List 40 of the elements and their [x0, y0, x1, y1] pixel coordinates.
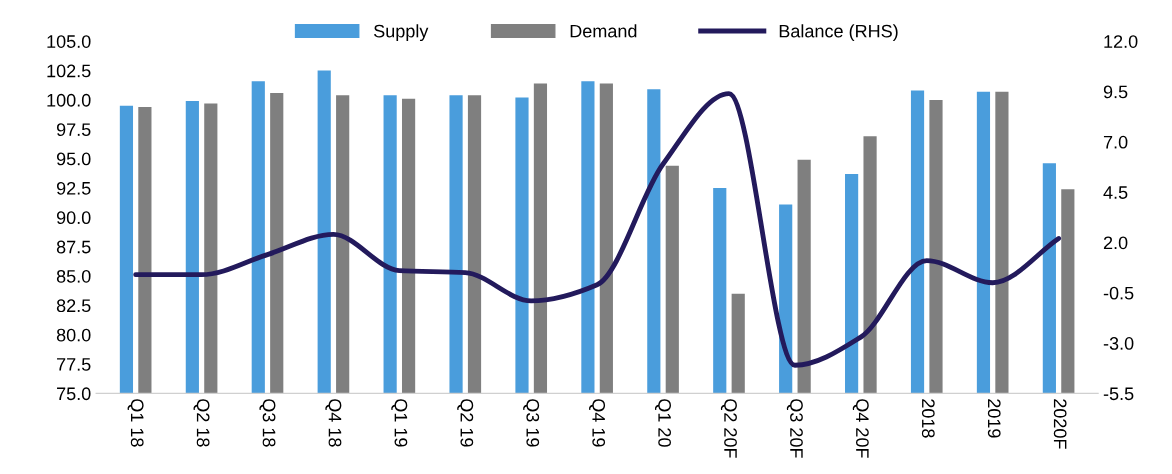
y2-tick-label: 2.0 — [1103, 236, 1128, 250]
x-tick-label: 2018 — [921, 399, 935, 438]
x-tick-label: Q2 20F — [720, 399, 737, 458]
y2-tick-label: 9.5 — [1103, 85, 1128, 99]
y-tick-label: 75.0 — [57, 387, 91, 401]
x-tick-label: Q3 18 — [259, 399, 276, 447]
y2-tick-label: 4.5 — [1103, 186, 1128, 199]
y-tick-label: 105.0 — [47, 35, 91, 48]
x-tick-label: Q4 20F — [852, 399, 869, 458]
y-tick-label: 95.0 — [56, 152, 91, 166]
y-tick-label: 92.5 — [56, 181, 91, 195]
y-tick-label: 87.5 — [56, 240, 91, 254]
y2-tick-label: 7.0 — [1103, 135, 1128, 149]
y-tick-label: 77.5 — [57, 358, 91, 371]
x-tick-label: 2020F — [1053, 399, 1067, 449]
y-tick-label: 82.5 — [56, 299, 91, 313]
legend-label: Balance (RHS) — [779, 24, 898, 42]
x-tick-label: Q3 20F — [786, 399, 803, 458]
x-tick-label: 2019 — [987, 399, 1001, 438]
x-tick-label: Q1 18 — [127, 399, 144, 447]
x-tick-label: Q4 19 — [589, 399, 606, 447]
x-tick-label: Q3 19 — [523, 399, 540, 447]
legend-label: Demand — [570, 24, 637, 38]
y-tick-label: 100.0 — [47, 93, 91, 107]
x-tick-label: Q4 18 — [325, 399, 342, 447]
line-series — [133, 91, 1062, 368]
x-tick-label: Q2 19 — [457, 399, 474, 447]
y-tick-label: 80.0 — [56, 328, 91, 342]
y-tick-label: 97.5 — [56, 123, 91, 136]
y2-tick-label: 12.0 — [1104, 35, 1138, 48]
y-tick-label: 102.5 — [47, 64, 91, 78]
y2-tick-label: -3.0 — [1103, 337, 1134, 350]
y-tick-label: 85.0 — [56, 269, 91, 283]
y-tick-label: 90.0 — [56, 211, 91, 225]
y2-tick-label: -0.5 — [1103, 286, 1134, 300]
x-tick-label: Q1 19 — [391, 399, 408, 447]
x-tick-label: Q1 20 — [654, 399, 671, 447]
legend-label: Supply — [374, 24, 429, 42]
y2-tick-label: -5.5 — [1103, 387, 1134, 401]
x-tick-label: Q2 18 — [193, 399, 210, 447]
